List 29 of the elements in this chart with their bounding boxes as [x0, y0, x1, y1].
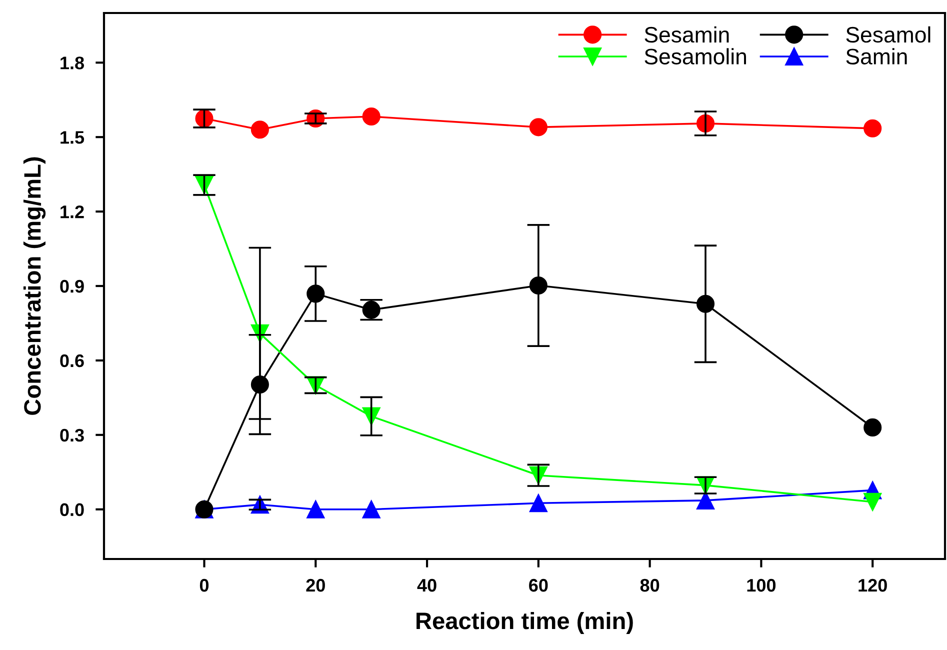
- x-tick-label: 100: [747, 578, 776, 592]
- legend-label: Sesamol: [846, 26, 930, 43]
- point: [362, 107, 380, 126]
- legend-label: Sesamolin: [644, 48, 746, 64]
- point: [864, 492, 882, 511]
- point: [529, 118, 548, 136]
- y-tick-label: 1.2: [60, 205, 84, 218]
- y-tick-label: 1.8: [60, 56, 84, 70]
- y-tick-label: 0.9: [60, 280, 84, 293]
- y-tick-label: 0.3: [60, 428, 84, 442]
- y-tick-label: 0.0: [60, 503, 84, 516]
- point: [864, 119, 882, 138]
- y-tick-label: 0.6: [60, 354, 84, 368]
- point: [529, 494, 548, 512]
- point: [306, 500, 325, 518]
- point: [864, 418, 882, 436]
- x-tick-label: 80: [640, 578, 660, 592]
- point: [250, 120, 269, 139]
- x-tick-label: 60: [529, 578, 548, 592]
- x-axis-title: Reaction time (min): [416, 612, 633, 634]
- x-tick-label: 20: [306, 578, 325, 592]
- point: [362, 500, 380, 518]
- y-axis-title: Concentration (mg/mL): [23, 157, 46, 415]
- legend-label: Sesamin: [644, 26, 729, 43]
- x-tick-label: 0: [200, 578, 209, 592]
- x-tick-label: 40: [417, 578, 436, 592]
- y-tick-label: 1.5: [60, 131, 84, 144]
- x-tick-label: 120: [858, 578, 887, 592]
- legend-label: Samin: [846, 48, 907, 64]
